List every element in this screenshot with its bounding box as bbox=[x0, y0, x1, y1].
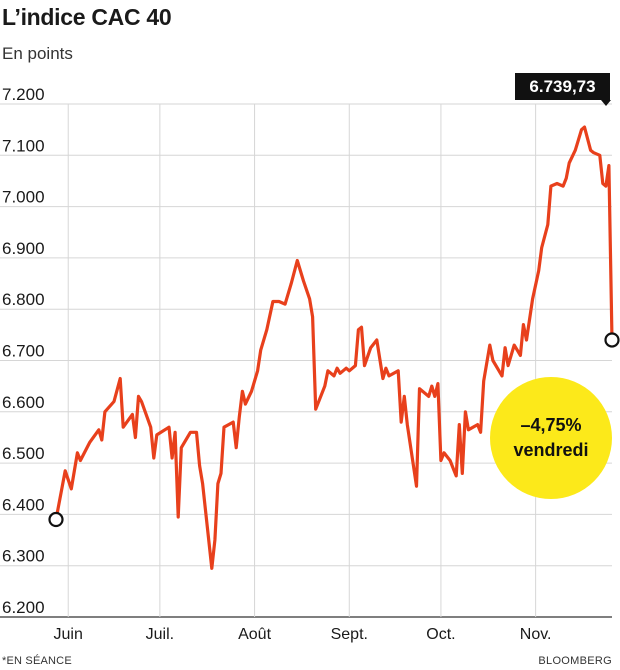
daily-change-bubble: –4,75% vendredi bbox=[490, 377, 612, 499]
y-tick-label: 6.400 bbox=[2, 495, 45, 514]
start-point-marker bbox=[48, 511, 64, 528]
footer-note: *EN SÉANCE bbox=[2, 655, 72, 667]
x-tick-label: Juil. bbox=[146, 626, 174, 643]
end-point-marker bbox=[604, 332, 620, 348]
cac40-series-line bbox=[54, 125, 614, 570]
grid-lines bbox=[0, 103, 612, 618]
y-tick-label: 6.800 bbox=[2, 290, 45, 309]
y-tick-label: 6.300 bbox=[2, 547, 45, 566]
last-value-badge: 6.739,73 bbox=[515, 73, 611, 106]
x-tick-label: Juin bbox=[54, 626, 83, 643]
y-tick-label: 6.500 bbox=[2, 444, 45, 463]
x-tick-label: Août bbox=[238, 626, 271, 643]
y-axis-ticks: 6.200 6.300 6.400 6.500 6.600 6.700 6.800 6.900… bbox=[2, 85, 45, 617]
y-tick-label: 7.100 bbox=[2, 136, 45, 155]
x-axis-ticks: Juin Juil. Août Sept. Oct. Nov. bbox=[54, 626, 552, 643]
y-tick-label: 7.200 bbox=[2, 85, 45, 104]
x-tick-label: Nov. bbox=[520, 626, 552, 643]
daily-change-value: –4,75% bbox=[520, 415, 582, 435]
y-tick-label: 6.200 bbox=[2, 598, 45, 617]
chart-title: L’indice CAC 40 bbox=[2, 4, 172, 30]
source-credit: BLOOMBERG bbox=[538, 655, 612, 667]
x-tick-label: Oct. bbox=[426, 626, 455, 643]
x-tick-label: Sept. bbox=[331, 626, 368, 643]
y-tick-label: 6.900 bbox=[2, 239, 45, 258]
y-tick-label: 7.000 bbox=[2, 188, 45, 207]
y-tick-label: 6.600 bbox=[2, 393, 45, 412]
y-tick-label: 6.700 bbox=[2, 342, 45, 361]
chart-subtitle: En points bbox=[2, 44, 73, 63]
line-chart: 6.200 6.300 6.400 6.500 6.600 6.700 6.800 6.900… bbox=[0, 85, 620, 643]
daily-change-caption: vendredi bbox=[513, 440, 589, 460]
